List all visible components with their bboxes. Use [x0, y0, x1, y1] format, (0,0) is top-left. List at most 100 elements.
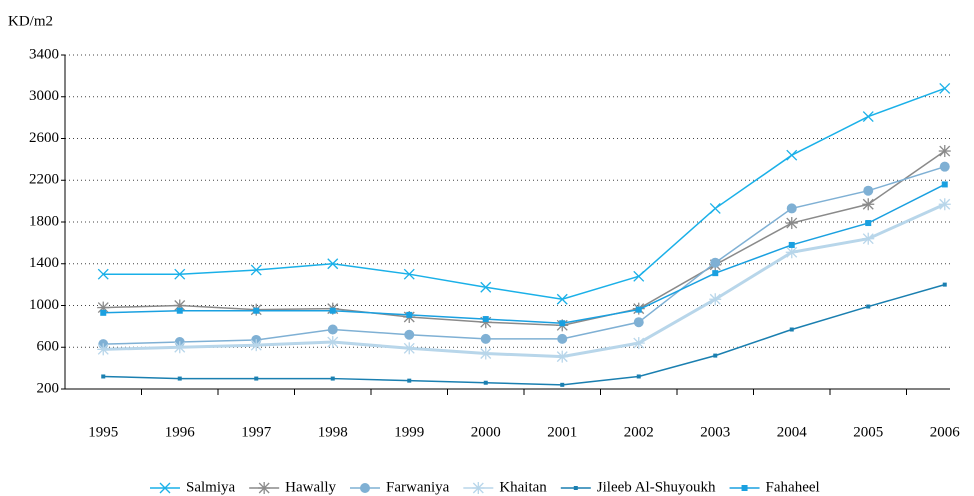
- marker: [483, 380, 488, 385]
- marker: [788, 241, 795, 248]
- marker: [709, 293, 722, 306]
- marker: [938, 145, 951, 158]
- marker: [862, 198, 875, 211]
- series-line: [103, 283, 945, 386]
- marker: [636, 374, 641, 379]
- marker-dot: [329, 307, 336, 314]
- marker-dot: [636, 374, 641, 379]
- marker: [789, 327, 794, 332]
- marker: [939, 82, 951, 94]
- legend-label: Hawally: [285, 479, 336, 495]
- marker: [479, 347, 492, 360]
- legend-label: Fahaheel: [766, 479, 820, 495]
- x-tick-label: 1998: [318, 424, 348, 440]
- marker-dot: [557, 333, 568, 344]
- marker-dot: [786, 203, 797, 214]
- marker-dot: [573, 486, 578, 490]
- marker: [786, 149, 798, 161]
- marker: [573, 486, 578, 490]
- marker: [559, 320, 566, 327]
- marker: [100, 309, 107, 316]
- y-tick-label: 1800: [29, 213, 59, 229]
- x-tick-label: 1997: [241, 424, 272, 440]
- x-tick-label: 2003: [700, 424, 730, 440]
- marker: [480, 281, 492, 293]
- marker: [330, 376, 335, 381]
- marker-stroke: [327, 258, 339, 270]
- y-tick-label: 1000: [29, 297, 59, 313]
- marker: [97, 301, 110, 314]
- marker-dot: [942, 282, 947, 287]
- marker: [250, 264, 262, 276]
- marker: [712, 270, 719, 277]
- marker-dot: [866, 304, 871, 309]
- marker: [710, 257, 721, 268]
- marker: [403, 268, 415, 280]
- marker-stroke: [403, 268, 415, 280]
- marker: [785, 246, 798, 259]
- marker: [250, 339, 263, 352]
- marker-dot: [407, 378, 412, 383]
- marker-dot: [360, 483, 370, 493]
- marker: [327, 324, 338, 335]
- marker-stroke: [786, 149, 798, 161]
- x-tick-label: 2006: [930, 424, 961, 440]
- marker: [404, 329, 415, 340]
- marker-stroke: [633, 270, 645, 282]
- marker-stroke: [556, 293, 568, 305]
- legend-label: Khaitan: [499, 479, 547, 495]
- marker: [326, 336, 339, 349]
- marker-dot: [254, 376, 259, 381]
- marker: [101, 374, 106, 379]
- legend-label: Salmiya: [186, 479, 236, 495]
- marker-dot: [330, 376, 335, 381]
- marker: [159, 482, 171, 494]
- marker-dot: [483, 380, 488, 385]
- series-line: [103, 87, 946, 301]
- marker: [863, 185, 874, 196]
- marker-dot: [100, 309, 107, 316]
- marker-stroke: [862, 111, 874, 123]
- marker-dot: [713, 353, 718, 358]
- marker: [941, 181, 948, 188]
- marker-dot: [865, 220, 872, 227]
- y-tick-label: 600: [37, 339, 60, 355]
- marker: [406, 311, 413, 318]
- marker: [403, 342, 416, 355]
- marker-dot: [789, 327, 794, 332]
- marker-stroke: [159, 482, 171, 494]
- x-tick-label: 2002: [624, 424, 654, 440]
- marker: [556, 350, 569, 363]
- marker: [633, 317, 644, 328]
- x-tick-label: 2000: [471, 424, 501, 440]
- marker: [472, 482, 485, 494]
- marker: [327, 258, 339, 270]
- series-line: [103, 150, 946, 327]
- marker: [942, 282, 947, 287]
- marker-dot: [788, 241, 795, 248]
- y-tick-label: 3400: [29, 46, 59, 62]
- series-line: [103, 183, 946, 324]
- marker-dot: [480, 333, 491, 344]
- marker: [785, 217, 798, 230]
- x-tick-label: 2001: [547, 424, 577, 440]
- marker-stroke: [480, 281, 492, 293]
- marker: [177, 376, 182, 381]
- series-line: [103, 202, 946, 359]
- marker: [407, 378, 412, 383]
- marker: [862, 111, 874, 123]
- marker: [97, 343, 110, 356]
- marker: [938, 198, 951, 211]
- marker-dot: [559, 320, 566, 327]
- marker: [253, 307, 260, 314]
- marker: [329, 307, 336, 314]
- marker-dot: [177, 376, 182, 381]
- legend-label: Farwaniya: [386, 479, 450, 495]
- marker: [360, 483, 370, 493]
- marker: [786, 203, 797, 214]
- marker-stroke: [939, 82, 951, 94]
- y-tick-label: 200: [37, 380, 60, 396]
- x-tick-label: 2004: [777, 424, 808, 440]
- x-tick-label: 1995: [88, 424, 118, 440]
